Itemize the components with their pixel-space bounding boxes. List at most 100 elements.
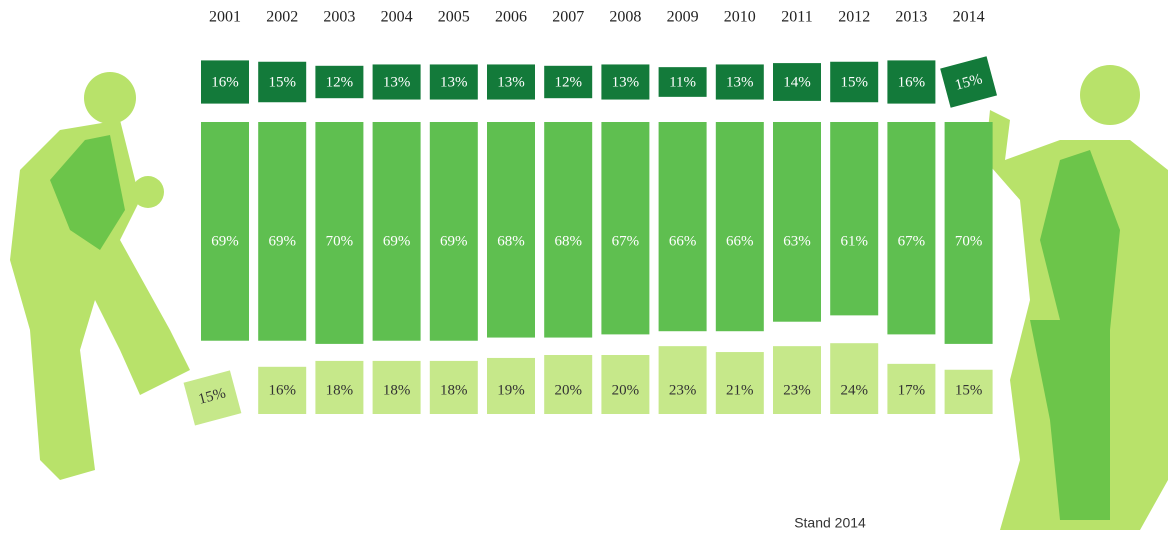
bottom-tile: 20% <box>544 355 593 414</box>
value-label: 18% <box>326 382 354 398</box>
value-label: 13% <box>726 74 754 90</box>
note: Stand 2014 <box>794 515 866 531</box>
tile <box>601 355 650 414</box>
value-label: 12% <box>554 74 582 90</box>
value-label: 17% <box>898 382 926 398</box>
value-label: 23% <box>669 382 697 398</box>
x-tick-label: 2004 <box>381 9 413 26</box>
top-tile: 11% <box>658 67 707 97</box>
top-tile: 15% <box>830 61 879 103</box>
bar <box>944 122 993 344</box>
value-label: 67% <box>898 233 926 249</box>
value-label: 18% <box>440 382 468 398</box>
top-tile: 13% <box>429 64 478 100</box>
value-label: 15% <box>268 74 296 90</box>
bottom-tile: 15% <box>183 370 242 426</box>
top-tile: 14% <box>773 63 821 101</box>
bottom-tile: 18% <box>372 360 421 414</box>
top-tile: 15% <box>258 61 307 103</box>
bar <box>715 122 764 332</box>
value-label: 21% <box>726 382 754 398</box>
tile <box>258 366 307 414</box>
top-tile: 12% <box>544 65 593 99</box>
value-label: 63% <box>783 233 811 249</box>
bottom-tile: 16% <box>258 366 307 414</box>
tile <box>773 63 821 101</box>
value-label: 14% <box>783 74 811 90</box>
bottom-tile: 15% <box>944 369 993 414</box>
bottom-tile: 23% <box>658 346 707 414</box>
value-label: 16% <box>211 74 239 90</box>
value-label: 68% <box>554 233 582 249</box>
value-label: 15% <box>840 74 868 90</box>
tile <box>830 343 879 414</box>
bar <box>258 122 307 341</box>
x-tick-label: 2002 <box>266 9 298 26</box>
top-tile: 12% <box>315 65 364 99</box>
tile <box>940 56 998 108</box>
value-label: 11% <box>669 74 696 90</box>
bottom-tile: 24% <box>830 343 879 414</box>
value-label: 69% <box>383 233 411 249</box>
top-tile: 13% <box>715 64 764 100</box>
tile <box>487 357 535 414</box>
value-label: 61% <box>840 233 868 249</box>
tile <box>315 65 364 99</box>
tile <box>372 64 421 100</box>
bottom-tile: 18% <box>429 360 478 414</box>
value-label: 68% <box>497 233 525 249</box>
x-tick-label: 2014 <box>953 9 985 26</box>
tile <box>715 64 764 100</box>
top-tile: 13% <box>601 64 650 100</box>
tile <box>487 64 535 100</box>
tile <box>658 67 707 97</box>
value-label: 13% <box>383 74 411 90</box>
bottom-tile: 19% <box>487 357 535 414</box>
x-tick-label: 2003 <box>323 9 355 26</box>
bar <box>487 122 535 338</box>
bar <box>429 122 478 341</box>
value-label: 13% <box>440 74 468 90</box>
x-tick-label: 2007 <box>552 9 584 26</box>
x-tick-label: 2011 <box>781 9 812 26</box>
tile <box>715 352 764 414</box>
bottom-tile: 23% <box>773 346 821 414</box>
bar <box>201 122 249 341</box>
tile <box>658 346 707 414</box>
value-label: 70% <box>326 233 354 249</box>
bottom-tile: 17% <box>887 363 936 414</box>
value-label: 19% <box>497 382 525 398</box>
value-label: 20% <box>554 382 582 398</box>
bar <box>658 122 707 332</box>
value-label: 70% <box>955 233 983 249</box>
tile <box>429 360 478 414</box>
tile <box>887 60 936 104</box>
value-label: 66% <box>726 233 754 249</box>
value-label: 67% <box>612 233 640 249</box>
value-label: 12% <box>326 74 354 90</box>
top-tile: 15% <box>940 56 998 108</box>
top-tile: 16% <box>201 60 249 104</box>
value-label: 13% <box>612 74 640 90</box>
bar <box>315 122 364 344</box>
value-label: 69% <box>440 233 468 249</box>
value-label: 18% <box>383 382 411 398</box>
tile <box>429 64 478 100</box>
tile <box>315 360 364 414</box>
bottom-tile: 21% <box>715 352 764 414</box>
bar <box>887 122 936 335</box>
bottom-tile: 20% <box>601 355 650 414</box>
value-label: 24% <box>840 382 868 398</box>
top-tile: 16% <box>887 60 936 104</box>
x-tick-label: 2010 <box>724 9 756 26</box>
value-label: 66% <box>669 233 697 249</box>
bar <box>830 122 879 316</box>
x-tick-label: 2009 <box>667 9 699 26</box>
top-tile: 13% <box>487 64 535 100</box>
value-label: 20% <box>612 382 640 398</box>
tile <box>201 60 249 104</box>
value-label: 15% <box>197 385 228 408</box>
value-label: 23% <box>783 382 811 398</box>
tile <box>544 65 593 99</box>
